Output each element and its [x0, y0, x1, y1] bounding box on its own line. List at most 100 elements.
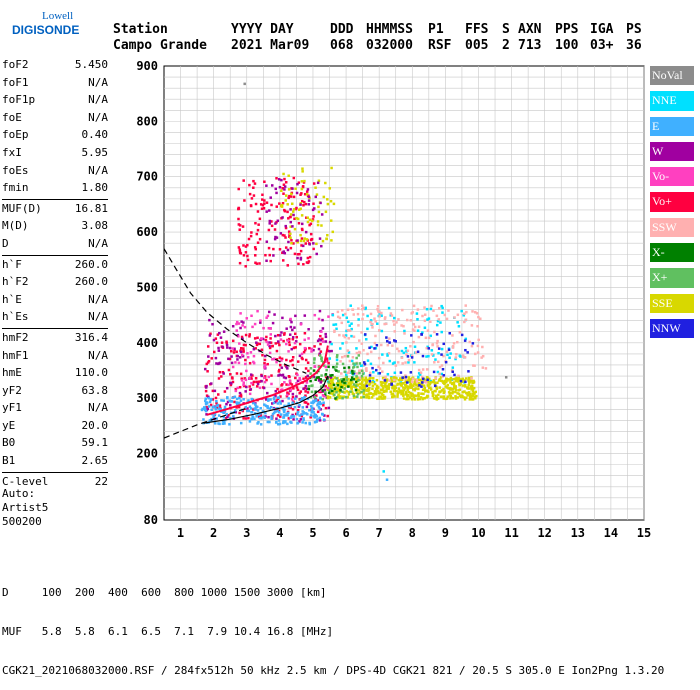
- echo-point: [279, 395, 282, 398]
- echo-point: [263, 376, 266, 380]
- echo-point: [284, 226, 288, 230]
- echo-point: [276, 402, 280, 405]
- echo-point: [435, 314, 439, 318]
- echo-point: [236, 354, 239, 358]
- echo-point: [313, 420, 317, 424]
- echo-point: [237, 187, 240, 191]
- echo-point: [283, 252, 287, 255]
- echo-point: [292, 387, 295, 390]
- param-value: 260.0: [74, 275, 108, 289]
- echo-point: [210, 419, 213, 423]
- x-tick-label: 15: [637, 526, 651, 540]
- echo-point: [239, 399, 243, 402]
- echo-point: [435, 342, 439, 345]
- echo-point: [451, 392, 454, 395]
- echo-point: [320, 374, 323, 377]
- echo-point: [420, 392, 423, 395]
- echo-point: [283, 188, 286, 191]
- echo-point: [324, 365, 328, 369]
- echo-point: [301, 357, 304, 361]
- echo-point: [282, 183, 286, 186]
- echo-point: [330, 349, 333, 353]
- echo-point: [319, 402, 323, 405]
- echo-point: [388, 359, 392, 363]
- echo-point: [427, 381, 430, 384]
- echo-point: [267, 246, 271, 250]
- echo-point: [268, 209, 271, 212]
- echo-point: [239, 395, 243, 398]
- echo-point: [268, 219, 272, 223]
- echo-point: [310, 350, 313, 353]
- echo-point: [212, 338, 216, 342]
- echo-point: [366, 395, 370, 399]
- echo-point: [310, 390, 314, 394]
- echo-point: [461, 384, 464, 387]
- echo-point: [419, 396, 423, 399]
- echo-point: [269, 337, 272, 340]
- param-value: N/A: [88, 348, 108, 362]
- echo-point: [309, 222, 313, 226]
- echo-point: [470, 394, 474, 398]
- echo-point: [277, 411, 281, 414]
- echo-point: [231, 347, 235, 350]
- echo-point: [387, 352, 391, 355]
- echo-point: [361, 313, 365, 316]
- echo-point: [427, 336, 431, 340]
- echo-point: [278, 248, 282, 251]
- echo-point: [404, 361, 407, 364]
- echo-point: [365, 381, 368, 385]
- echo-point: [314, 195, 317, 199]
- echo-point: [410, 380, 414, 383]
- echo-point: [325, 357, 329, 360]
- echo-point: [249, 373, 253, 376]
- echo-point: [417, 381, 420, 385]
- echo-point: [352, 370, 356, 373]
- echo-point: [369, 371, 372, 375]
- echo-point: [294, 207, 298, 211]
- echo-point: [347, 337, 350, 340]
- echo-point: [296, 409, 300, 412]
- trace-profile: [203, 375, 329, 424]
- echo-point: [333, 376, 336, 379]
- echo-point: [228, 399, 231, 403]
- echo-point: [401, 376, 404, 379]
- param-value: N/A: [88, 401, 108, 415]
- echo-point: [349, 304, 353, 307]
- echo-point: [335, 369, 338, 372]
- echo-point: [309, 416, 312, 419]
- echo-point: [464, 348, 467, 352]
- echo-point: [284, 194, 288, 197]
- echo-point: [329, 374, 333, 377]
- echo-point: [312, 182, 316, 185]
- echo-point: [433, 384, 437, 387]
- echo-point: [351, 366, 355, 369]
- echo-point: [278, 422, 282, 426]
- echo-point: [265, 378, 268, 382]
- echo-point: [275, 399, 278, 402]
- echo-point: [254, 254, 257, 257]
- echo-point: [269, 259, 272, 263]
- echo-point: [291, 225, 294, 228]
- echo-point: [233, 347, 236, 351]
- echo-point: [248, 420, 252, 423]
- param-name: yF1: [2, 401, 22, 415]
- echo-point: [332, 202, 336, 206]
- echo-point: [317, 210, 321, 214]
- echo-point: [291, 363, 295, 367]
- echo-point: [427, 377, 431, 381]
- echo-point: [438, 386, 442, 389]
- echo-point: [481, 345, 484, 349]
- echo-point: [246, 407, 249, 410]
- echo-point: [246, 243, 249, 247]
- echo-point: [387, 384, 391, 387]
- param-row: foE N/A: [2, 111, 108, 129]
- echo-point: [458, 354, 462, 358]
- echo-point: [476, 344, 480, 348]
- echo-point: [426, 318, 429, 321]
- echo-point: [266, 343, 270, 346]
- echo-point: [345, 373, 348, 377]
- echo-point: [429, 388, 433, 391]
- echo-point: [215, 400, 218, 403]
- echo-point: [283, 408, 286, 411]
- echo-point: [410, 395, 413, 398]
